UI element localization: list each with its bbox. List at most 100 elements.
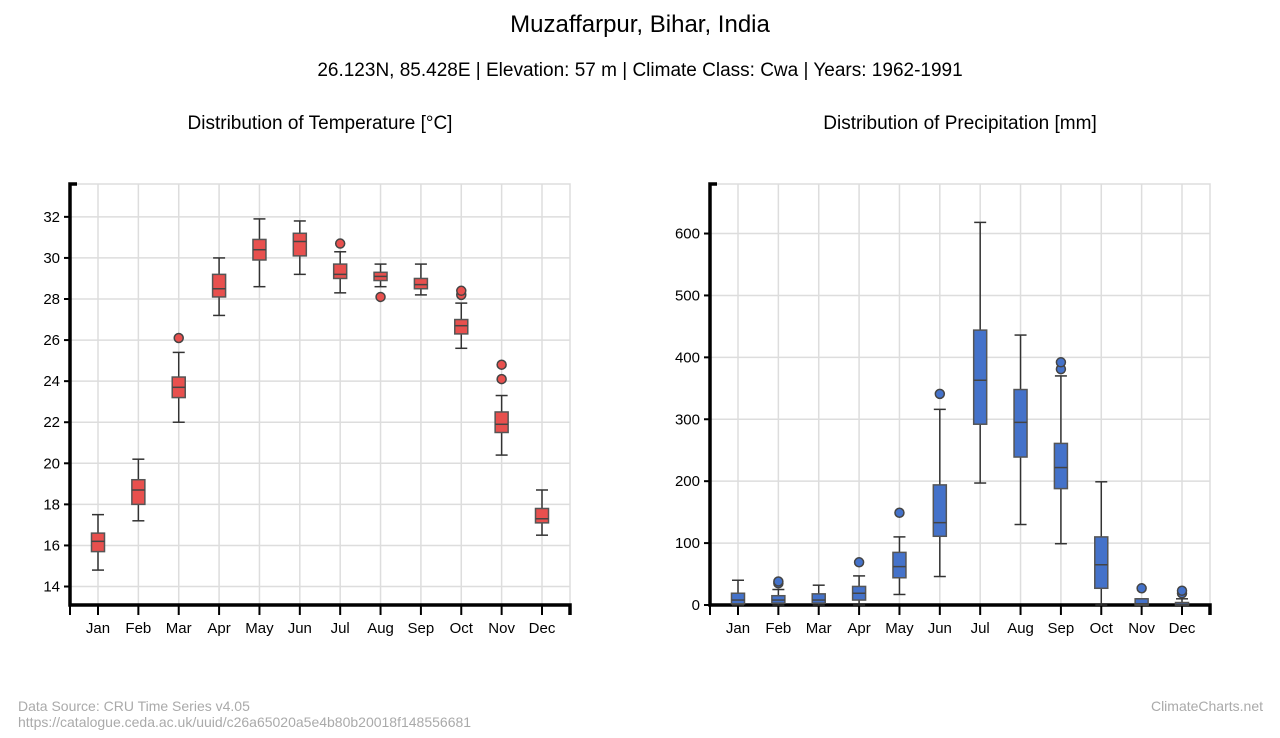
temperature-chart-title: Distribution of Temperature [°C] [187,113,453,134]
data-source-url[interactable]: https://catalogue.ceda.ac.uk/uuid/c26a65… [18,714,472,730]
box-iqr [1013,388,1028,458]
box-iqr [413,277,429,290]
box-iqr [534,507,550,524]
temperature-box-jul [332,238,348,294]
precipitation-x-tick-label: Feb [765,620,791,637]
temperature-y-tick-label: 32 [43,209,60,226]
precipitation-y-tick-label: 100 [675,535,700,552]
precipitation-box-mar [811,584,826,606]
temperature-y-tick-label: 30 [43,250,60,267]
precipitation-box-nov [1134,583,1149,606]
box-iqr [1053,442,1069,490]
box-iqr [972,329,988,425]
outlier-point [1176,585,1188,597]
temperature-box-nov [494,359,509,456]
temperature-plot-frame [69,183,571,606]
temperature-x-tick-label: Apr [207,620,230,637]
precipitation-x-tick-label: Aug [1007,620,1034,637]
precipitation-x-tick-label: Dec [1169,620,1196,637]
temperature-y-tick-label: 28 [43,291,60,308]
box-iqr [454,318,469,335]
precipitation-x-tick-label: Jul [971,620,990,637]
box-iqr [332,263,348,280]
outlier-point [773,576,784,587]
box-iqr [811,593,826,604]
precipitation-chart: 0 100 200 300 400 500 600 Jan Feb Mar Apr May Jun Jul… [675,182,1212,637]
temperature-y-tick-label: 16 [43,537,60,554]
outlier-point [334,238,346,249]
box-iqr [932,484,948,538]
precipitation-box-jul [972,221,988,484]
precipitation-x-tick-label: Mar [806,620,832,637]
precipitation-y-tick-label: 400 [675,349,700,366]
temperature-box-mar [171,332,186,423]
temperature-x-tick-label: Jan [86,620,110,637]
temperature-box-oct [454,285,469,350]
outlier-point [1055,357,1067,368]
outlier-point [496,359,507,370]
temperature-box-feb [131,458,146,522]
outlier-point [894,507,905,519]
outlier-point [934,388,946,400]
temperature-x-tick-label: Jun [288,620,312,637]
outlier-point [496,373,507,385]
box-iqr [211,273,227,298]
precipitation-x-tick-label: Sep [1048,620,1075,637]
temperature-x-tick-label: Jul [331,620,350,637]
precipitation-box-apr [851,557,867,606]
precipitation-x-tick-label: Jan [726,620,750,637]
outlier-point [853,557,865,568]
temperature-axes [68,182,572,615]
precipitation-x-tick-label: Nov [1128,620,1155,637]
precipitation-y-tick-label: 0 [692,597,700,614]
outlier-point [375,291,386,303]
temperature-y-tick-label: 26 [43,332,60,349]
temperature-x-tick-label: Aug [367,620,394,637]
box-iqr [730,592,746,605]
temperature-x-tick-label: May [245,620,274,637]
precipitation-y-tick-label: 600 [675,226,700,243]
precipitation-box-oct [1094,481,1109,606]
precipitation-box-dec [1174,585,1190,606]
page-title: Muzaffarpur, Bihar, India [510,11,770,38]
data-source: Data Source: CRU Time Series v4.05 [18,698,250,714]
precipitation-x-tick-label: Apr [847,620,870,637]
temperature-chart: 14 16 18 20 22 24 26 28 30 32 Jan Feb Mar Apr May Jun Ju… [43,182,572,637]
page-subtitle: 26.123N, 85.428E | Elevation: 57 m | Cli… [317,60,963,81]
precipitation-chart-title: Distribution of Precipitation [mm] [823,113,1097,134]
precipitation-plot-frame [709,183,1211,606]
temperature-x-tick-label: Dec [529,620,556,637]
temperature-x-tick-label: Feb [125,620,151,637]
temperature-y-tick-label: 24 [43,373,60,390]
brand-link[interactable]: ClimateCharts.net [1150,698,1263,714]
precipitation-box-feb [771,576,786,606]
temperature-box-aug [373,263,388,303]
temperature-box-jun [292,220,308,276]
temperature-x-tick-label: Oct [450,620,474,637]
temperature-y-tick-label: 20 [43,455,60,472]
precipitation-box-sep [1053,357,1069,545]
outlier-point [1136,583,1147,594]
box-iqr [90,532,106,553]
box-iqr [1094,536,1109,590]
box-iqr [892,551,907,579]
precipitation-y-tick-label: 500 [675,287,700,304]
temperature-x-tick-label: Nov [488,620,515,637]
precipitation-box-jan [730,579,746,606]
precipitation-x-tick-label: Jun [928,620,952,637]
outlier-point [456,285,467,297]
temperature-box-jan [90,513,106,571]
precipitation-box-jun [932,388,948,578]
precipitation-y-tick-label: 300 [675,411,700,428]
precipitation-box-may [892,507,907,596]
precipitation-x-tick-label: May [885,620,914,637]
precipitation-axes [708,182,1212,615]
temperature-y-tick-label: 22 [43,414,60,431]
temperature-x-tick-label: Sep [408,620,435,637]
temperature-box-apr [211,257,227,317]
precipitation-x-tick-label: Oct [1090,620,1114,637]
temperature-box-may [252,218,267,288]
box-iqr [292,232,308,257]
